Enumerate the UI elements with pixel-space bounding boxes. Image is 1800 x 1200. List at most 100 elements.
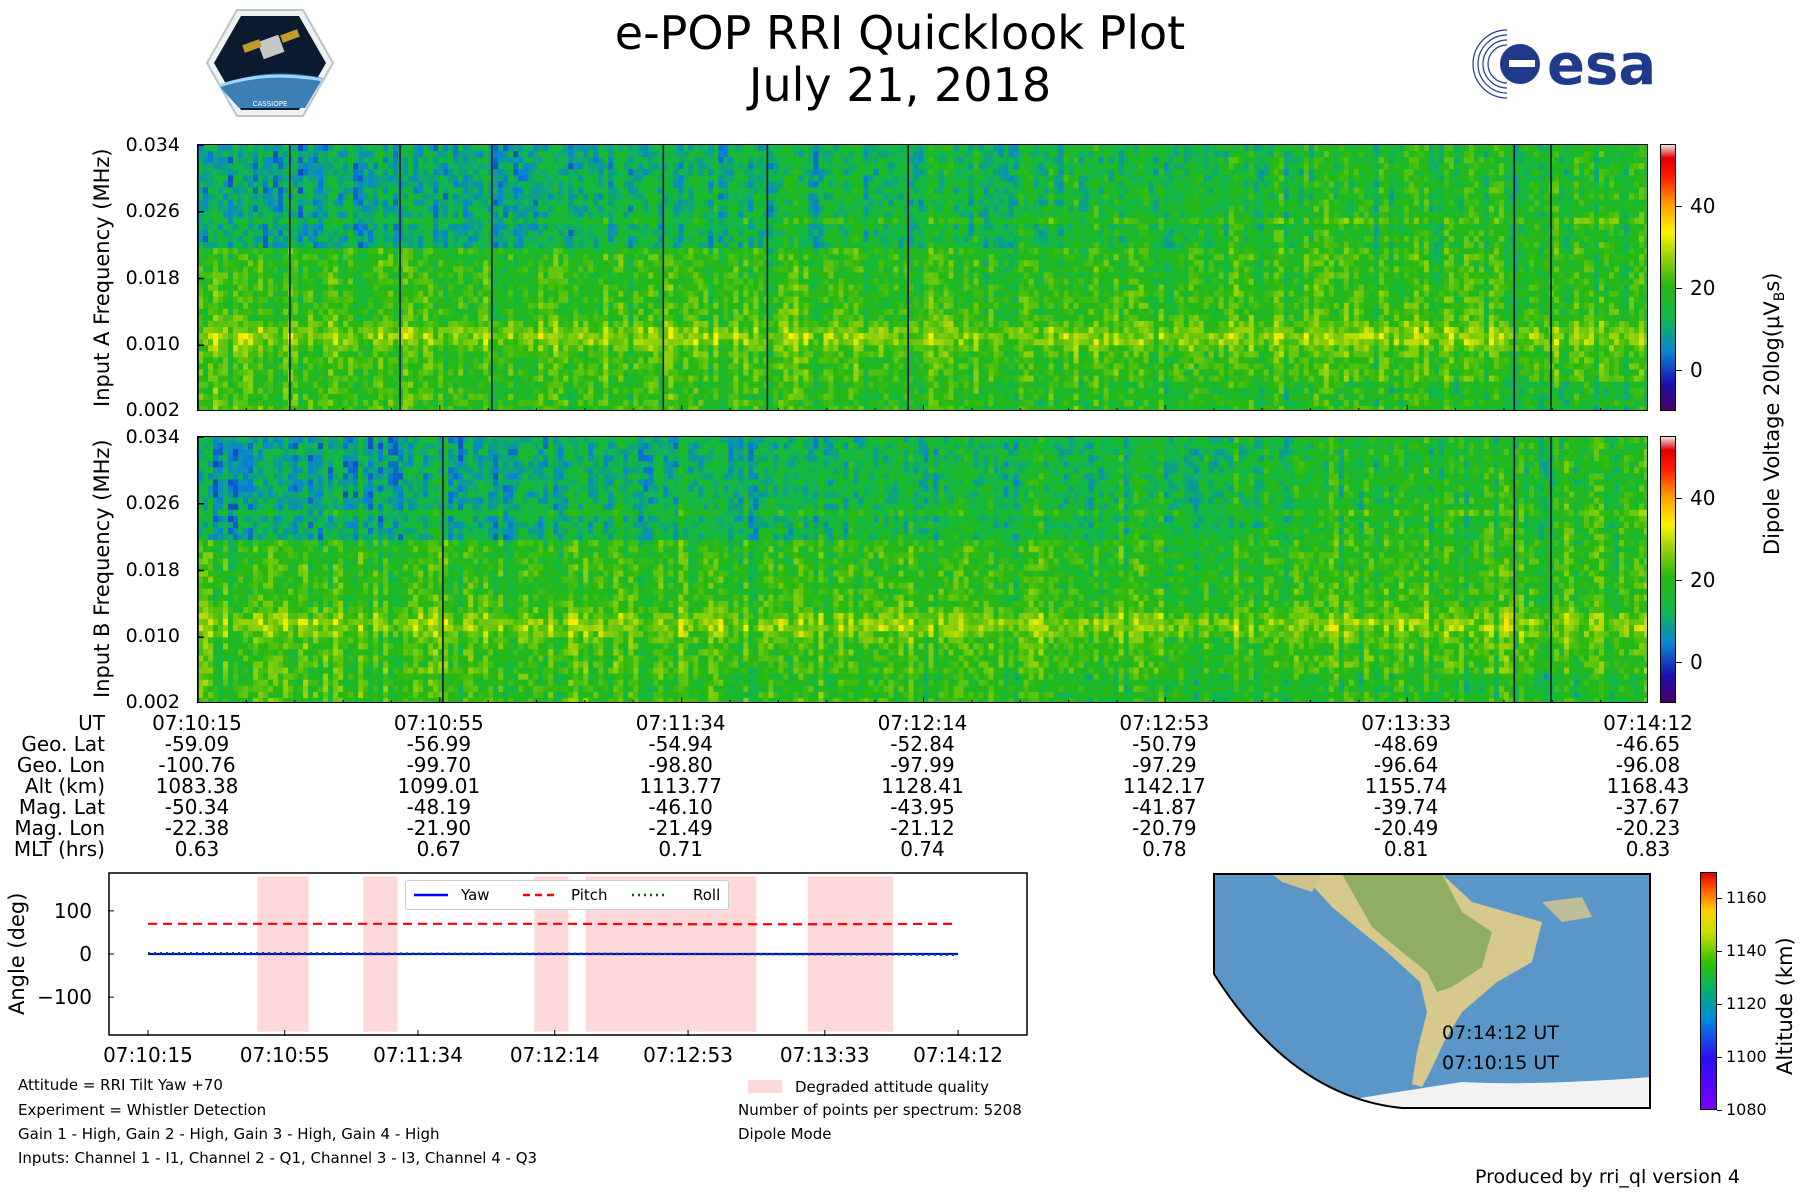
spectrogram-cell xyxy=(518,169,524,176)
spectrogram-cell xyxy=(403,145,409,152)
spectrogram-cell xyxy=(1388,181,1395,189)
spectrogram-cell xyxy=(798,157,805,164)
spectrogram-cell xyxy=(1338,217,1345,225)
spectrogram-cell xyxy=(1428,223,1435,231)
spectrogram-cell xyxy=(423,217,429,225)
spectrogram-cell xyxy=(1178,163,1185,170)
spectrogram-cell xyxy=(998,151,1005,158)
spectrogram-cell xyxy=(478,163,484,170)
spectrogram-cell xyxy=(1333,151,1340,158)
spectrogram-cell xyxy=(778,217,784,225)
spectrogram-cell xyxy=(1278,163,1285,170)
spectrogram-cell xyxy=(1618,169,1625,176)
spectrogram-cell xyxy=(453,229,459,237)
spectrogram-cell xyxy=(213,187,219,195)
spectrogram-cell xyxy=(1238,217,1245,225)
spectrogram-cell xyxy=(918,211,925,219)
spectrogram-cell xyxy=(1103,205,1110,213)
spectrogram-cell xyxy=(988,242,995,249)
spectrogram-cell xyxy=(1003,163,1010,170)
spectrogram-cell xyxy=(1318,169,1325,176)
spectrogram-cell xyxy=(598,181,604,189)
spectrogram-cell xyxy=(668,217,674,225)
spectrogram-cell xyxy=(738,199,744,207)
spectrogram-cell xyxy=(978,169,985,176)
spectrogram-cell xyxy=(1303,187,1310,195)
spectrogram-cell xyxy=(1558,205,1565,213)
spectrogram-cell xyxy=(303,211,309,219)
spectrogram-cell xyxy=(603,236,609,243)
spectrogram-cell xyxy=(693,175,699,183)
spectrogram-cell xyxy=(1038,217,1045,225)
spectrogram-cell xyxy=(1193,223,1200,231)
spectrogram-cell xyxy=(1628,151,1635,158)
spectrogram-cell xyxy=(1123,223,1130,231)
spectrogram-cell xyxy=(803,223,810,231)
spectrogram-cell xyxy=(583,163,589,170)
spectrogram-cell xyxy=(413,217,419,225)
spectrogram-cell xyxy=(1083,163,1090,170)
spectrogram-cell xyxy=(263,187,269,195)
spectrogram-cell xyxy=(1513,223,1520,231)
spectrogram-cell xyxy=(788,199,795,207)
spectrogram-cell xyxy=(1173,169,1180,176)
spectrogram-cell xyxy=(1558,217,1565,225)
spectrogram-cell xyxy=(1323,187,1330,195)
spectrogram-cell xyxy=(1058,205,1065,213)
spectrogram-cell xyxy=(1193,199,1200,207)
spectrogram-cell xyxy=(583,242,589,249)
spectrogram-cell xyxy=(523,223,529,231)
spectrogram-cell xyxy=(933,193,940,201)
spectrogram-cell xyxy=(1263,199,1270,207)
spectrogram-cell xyxy=(1258,229,1265,237)
spectrogram-cell xyxy=(373,205,379,213)
spectrogram-cell xyxy=(1498,169,1505,176)
spectrogram-cell xyxy=(988,205,995,213)
spectrogram-cell xyxy=(948,205,955,213)
spectrogram-cell xyxy=(1373,223,1380,231)
spectrogram-cell xyxy=(458,175,464,183)
spectrogram-cell xyxy=(1513,187,1520,195)
cassiope-logo: CASSIOPE xyxy=(205,8,335,118)
spectrogram-cell xyxy=(898,211,905,219)
spectrogram-cell xyxy=(1568,217,1575,225)
spectrogram-cell xyxy=(1148,145,1155,152)
spectrogram-cell xyxy=(488,163,494,170)
spectrogram-cell xyxy=(1638,199,1645,207)
spectrogram-cell xyxy=(203,211,209,219)
spectrogram-cell xyxy=(823,145,830,152)
spectrogram-cell xyxy=(1238,199,1245,207)
spectrogram-cell xyxy=(1538,199,1545,207)
spectrogram-cell xyxy=(1483,217,1490,225)
spectrogram-cell xyxy=(1333,229,1340,237)
spectrogram-cell xyxy=(893,193,900,201)
spectrogram-cell xyxy=(1353,236,1360,243)
spectrogram-cell xyxy=(783,205,789,213)
spectrogram-cell xyxy=(893,169,900,176)
spectrogram-cell xyxy=(1423,145,1430,152)
spectrogram-cell xyxy=(1598,151,1605,158)
spectrogram-cell xyxy=(1358,181,1365,189)
spectrogram-cell xyxy=(393,187,399,195)
spectrogram-cell xyxy=(1178,217,1185,225)
spectrogram-cell xyxy=(838,151,845,158)
spectrogram-cell xyxy=(793,211,800,219)
spectrogram-cell xyxy=(623,211,629,219)
spectrogram-cell xyxy=(1523,181,1530,189)
spectrogram-cell xyxy=(828,181,835,189)
spectrogram-cell xyxy=(1453,175,1460,183)
spectrogram-cell xyxy=(528,157,534,164)
spectrogram-cell xyxy=(653,205,659,213)
spectrogram-cell xyxy=(1488,151,1495,158)
spectrogram-cell xyxy=(578,163,584,170)
spectrogram-cell xyxy=(558,236,564,243)
spectrogram-cell xyxy=(1058,236,1065,243)
spectrogram-cell xyxy=(1623,229,1630,237)
spectrogram-cell xyxy=(1018,242,1025,249)
spectrogram-cell xyxy=(1513,181,1520,189)
spectrogram-cell xyxy=(213,211,219,219)
spectrogram-cell xyxy=(478,205,484,213)
spectrogram-cell xyxy=(1213,217,1220,225)
spectrogram-cell xyxy=(1453,217,1460,225)
spectrogram-cell xyxy=(1223,217,1230,225)
